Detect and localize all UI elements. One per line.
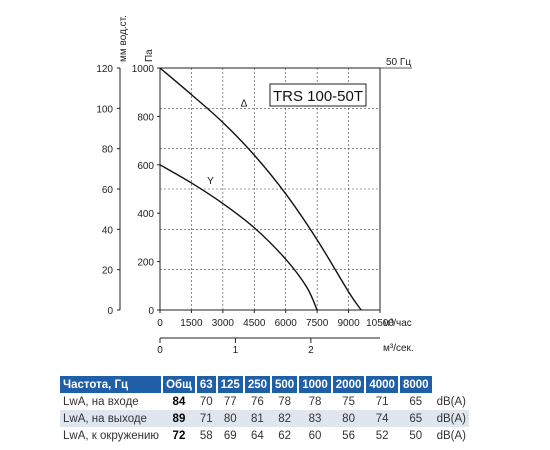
y-left-tick-label: 100	[96, 104, 113, 115]
table-cell: 84	[172, 395, 186, 408]
x-tick-label: 3000	[212, 318, 235, 329]
table-cell: 64	[251, 429, 264, 442]
y-right-tick-label: 1000	[132, 64, 155, 75]
table-header-cell: Общ	[162, 376, 197, 393]
y-left-axis-label: мм вод.ст.	[118, 15, 129, 62]
table-cell: 83	[298, 410, 332, 427]
grid	[160, 68, 380, 310]
y-right-tick-label: 600	[137, 161, 154, 172]
table-cell: 69	[223, 429, 237, 442]
table-header-spacer	[432, 376, 470, 393]
series-line	[159, 67, 362, 311]
x-tick-label: 9000	[337, 318, 360, 329]
table-header-cell: 500	[271, 376, 300, 393]
table-cell: 80	[216, 410, 244, 427]
y-right-tick-label: 200	[137, 258, 154, 269]
table-cell: 52	[375, 429, 389, 442]
table-cell: 56	[342, 429, 355, 442]
table-row: LwA, на входе 84 70 77 76 78 78 75 71 65…	[60, 393, 469, 410]
x-tick-label: 6000	[275, 318, 298, 329]
table-header-row: Частота, Гц Общ 63 125 250 500 1000 2000…	[60, 376, 470, 393]
x-tick-label: 1500	[180, 318, 203, 329]
y-left-tick-label: 0	[107, 306, 113, 317]
table-cell: 71	[375, 395, 389, 408]
x-unit-label: м³/час	[383, 318, 412, 329]
table-cell: 70	[199, 395, 213, 408]
table-cell: 77	[223, 395, 237, 408]
table-header-cell: 8000	[398, 376, 434, 393]
y-right-tick-label: 400	[137, 209, 154, 220]
series-label: Y	[207, 176, 214, 187]
table-header-cell: 63	[195, 376, 218, 393]
table-row: LwA, на выходе 89 71 80 81 82 83 80 74 6…	[60, 410, 469, 427]
y-right-tick-label: 0	[148, 306, 154, 317]
table-cell: 58	[199, 429, 213, 442]
table-cell: 75	[342, 395, 355, 408]
axes	[117, 67, 412, 343]
chart-labels: м³/час м³/сек. 50 Гц мм вод.ст. Па TRS 100-50…	[118, 15, 414, 354]
model-label-box	[269, 83, 367, 107]
x2-tick-label: 1	[233, 345, 239, 356]
table-cell: 65	[409, 395, 423, 408]
freq-label: 50 Гц	[386, 57, 411, 68]
unit-cell: dB(A)	[436, 395, 466, 408]
table-cell: 80	[331, 410, 366, 427]
y-left-tick-label: 20	[102, 266, 114, 277]
y-left-tick-label: 80	[102, 145, 114, 156]
table-cell: 65	[398, 410, 433, 427]
table-header-cell: 125	[216, 376, 245, 393]
x-tick-label: 0	[157, 318, 163, 329]
table-row: LwA, к окружению 72 58 69 64 62 60 56 52…	[60, 427, 469, 444]
table-cell: 76	[251, 395, 264, 408]
y-right-tick-label: 800	[137, 112, 154, 123]
table-cell: 71	[195, 410, 217, 427]
table-cell: 78	[278, 395, 291, 408]
row-label: LwA, к окружению	[63, 429, 160, 442]
table-cell: 78	[308, 395, 322, 408]
table-header-cell: 1000	[298, 376, 333, 393]
y-left-tick-label: 60	[102, 185, 114, 196]
table-cell: 72	[172, 429, 186, 442]
x2-tick-label: 0	[157, 345, 163, 356]
table-cell: 60	[308, 429, 322, 442]
series-label: Δ	[241, 99, 248, 110]
x-tick-label: 10500	[366, 318, 394, 329]
x2-tick-label: 2	[308, 345, 314, 356]
y-left-tick-label: 120	[96, 64, 113, 75]
table-header-cell: 250	[243, 376, 273, 393]
table-cell: 62	[278, 429, 291, 442]
unit-cell: dB(A)	[432, 410, 469, 427]
table-header-cell: 4000	[365, 376, 400, 393]
model-label: TRS 100-50T	[273, 88, 363, 105]
plot-frame	[159, 67, 381, 311]
row-label: LwA, на входе	[63, 395, 139, 408]
curves	[159, 67, 362, 311]
table-cell: 89	[162, 410, 196, 427]
noise-table: Частота, Гц Общ 63 125 250 500 1000 2000…	[60, 376, 470, 444]
table-cell: 74	[365, 410, 399, 427]
table-header-cell: Частота, Гц	[60, 376, 164, 393]
x2-unit-label: м³/сек.	[383, 343, 414, 354]
table-cell: 81	[243, 410, 271, 427]
table-header-cell: 2000	[331, 376, 367, 393]
series-line	[159, 164, 318, 311]
unit-cell: dB(A)	[436, 429, 466, 442]
table-cell: 50	[409, 429, 423, 442]
y-right-axis-label: Па	[144, 49, 155, 62]
x-tick-label: 4500	[243, 318, 266, 329]
y-left-tick-label: 40	[102, 225, 114, 236]
table-cell: 82	[271, 410, 299, 427]
row-label: LwA, на выходе	[60, 410, 163, 427]
x-tick-label: 7500	[306, 318, 329, 329]
